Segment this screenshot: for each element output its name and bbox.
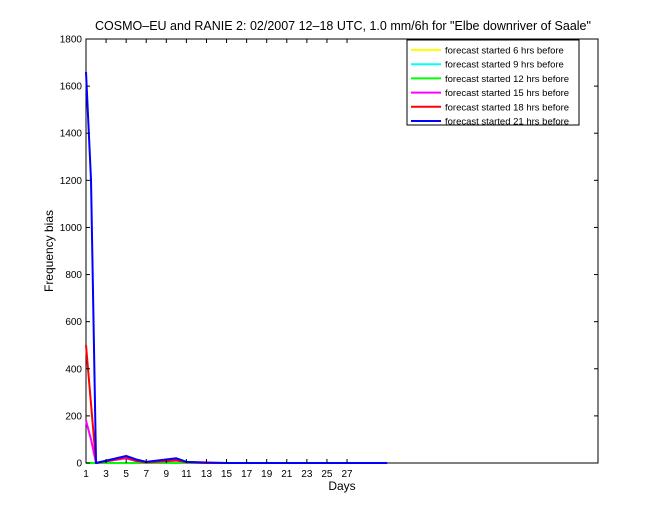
y-tick-label: 1000 — [60, 223, 83, 234]
y-tick-label: 600 — [65, 317, 82, 328]
x-tick-label: 27 — [341, 469, 353, 480]
legend-label-2: forecast started 9 hrs before — [445, 60, 564, 71]
x-tick-label: 19 — [261, 469, 273, 480]
y-tick-label: 1800 — [60, 35, 83, 46]
x-tick-label: 5 — [123, 469, 129, 480]
legend-label-3: forecast started 12 hrs before — [445, 74, 569, 85]
x-tick-label: 21 — [281, 469, 293, 480]
x-tick-label: 1 — [83, 469, 89, 480]
x-tick-label: 13 — [201, 469, 213, 480]
x-tick-label: 9 — [164, 469, 170, 480]
x-tick-label: 23 — [301, 469, 313, 480]
x-tick-label: 17 — [241, 469, 253, 480]
legend-label-6: forecast started 21 hrs before — [445, 117, 569, 128]
x-tick-label: 15 — [221, 469, 233, 480]
x-tick-label: 25 — [321, 469, 333, 480]
y-tick-label: 1400 — [60, 129, 83, 140]
legend-label-5: forecast started 18 hrs before — [445, 102, 569, 113]
y-tick-label: 1200 — [60, 176, 83, 187]
x-axis: 1 3 5 7 9 11 13 15 17 19 21 23 25 27 — [83, 39, 353, 480]
legend-box — [406, 39, 580, 126]
y-axis: 0 200 400 600 800 1000 1200 1400 1600 1800 — [60, 35, 598, 470]
x-tick-label: 3 — [103, 469, 109, 480]
series-layer — [85, 71, 388, 464]
y-tick-label: 200 — [65, 411, 82, 422]
legend-label-1: forecast started 6 hrs before — [445, 46, 564, 57]
y-axis-label: Frequency bias — [42, 210, 56, 292]
y-tick-label: 800 — [65, 270, 82, 281]
chart-title: COSMO–EU and RANIE 2: 02/2007 12–18 UTC,… — [95, 19, 591, 33]
y-tick-label: 400 — [65, 364, 82, 375]
x-tick-label: 11 — [181, 469, 192, 480]
x-tick-label: 7 — [143, 469, 149, 480]
y-tick-label: 0 — [76, 459, 82, 470]
x-axis-label: Days — [328, 479, 355, 493]
legend-label-4: forecast started 15 hrs before — [445, 88, 569, 99]
legend: forecast started 6 hrs before forecast st… — [406, 39, 580, 128]
series-line-6 — [85, 71, 388, 464]
y-tick-label: 1600 — [60, 82, 83, 93]
